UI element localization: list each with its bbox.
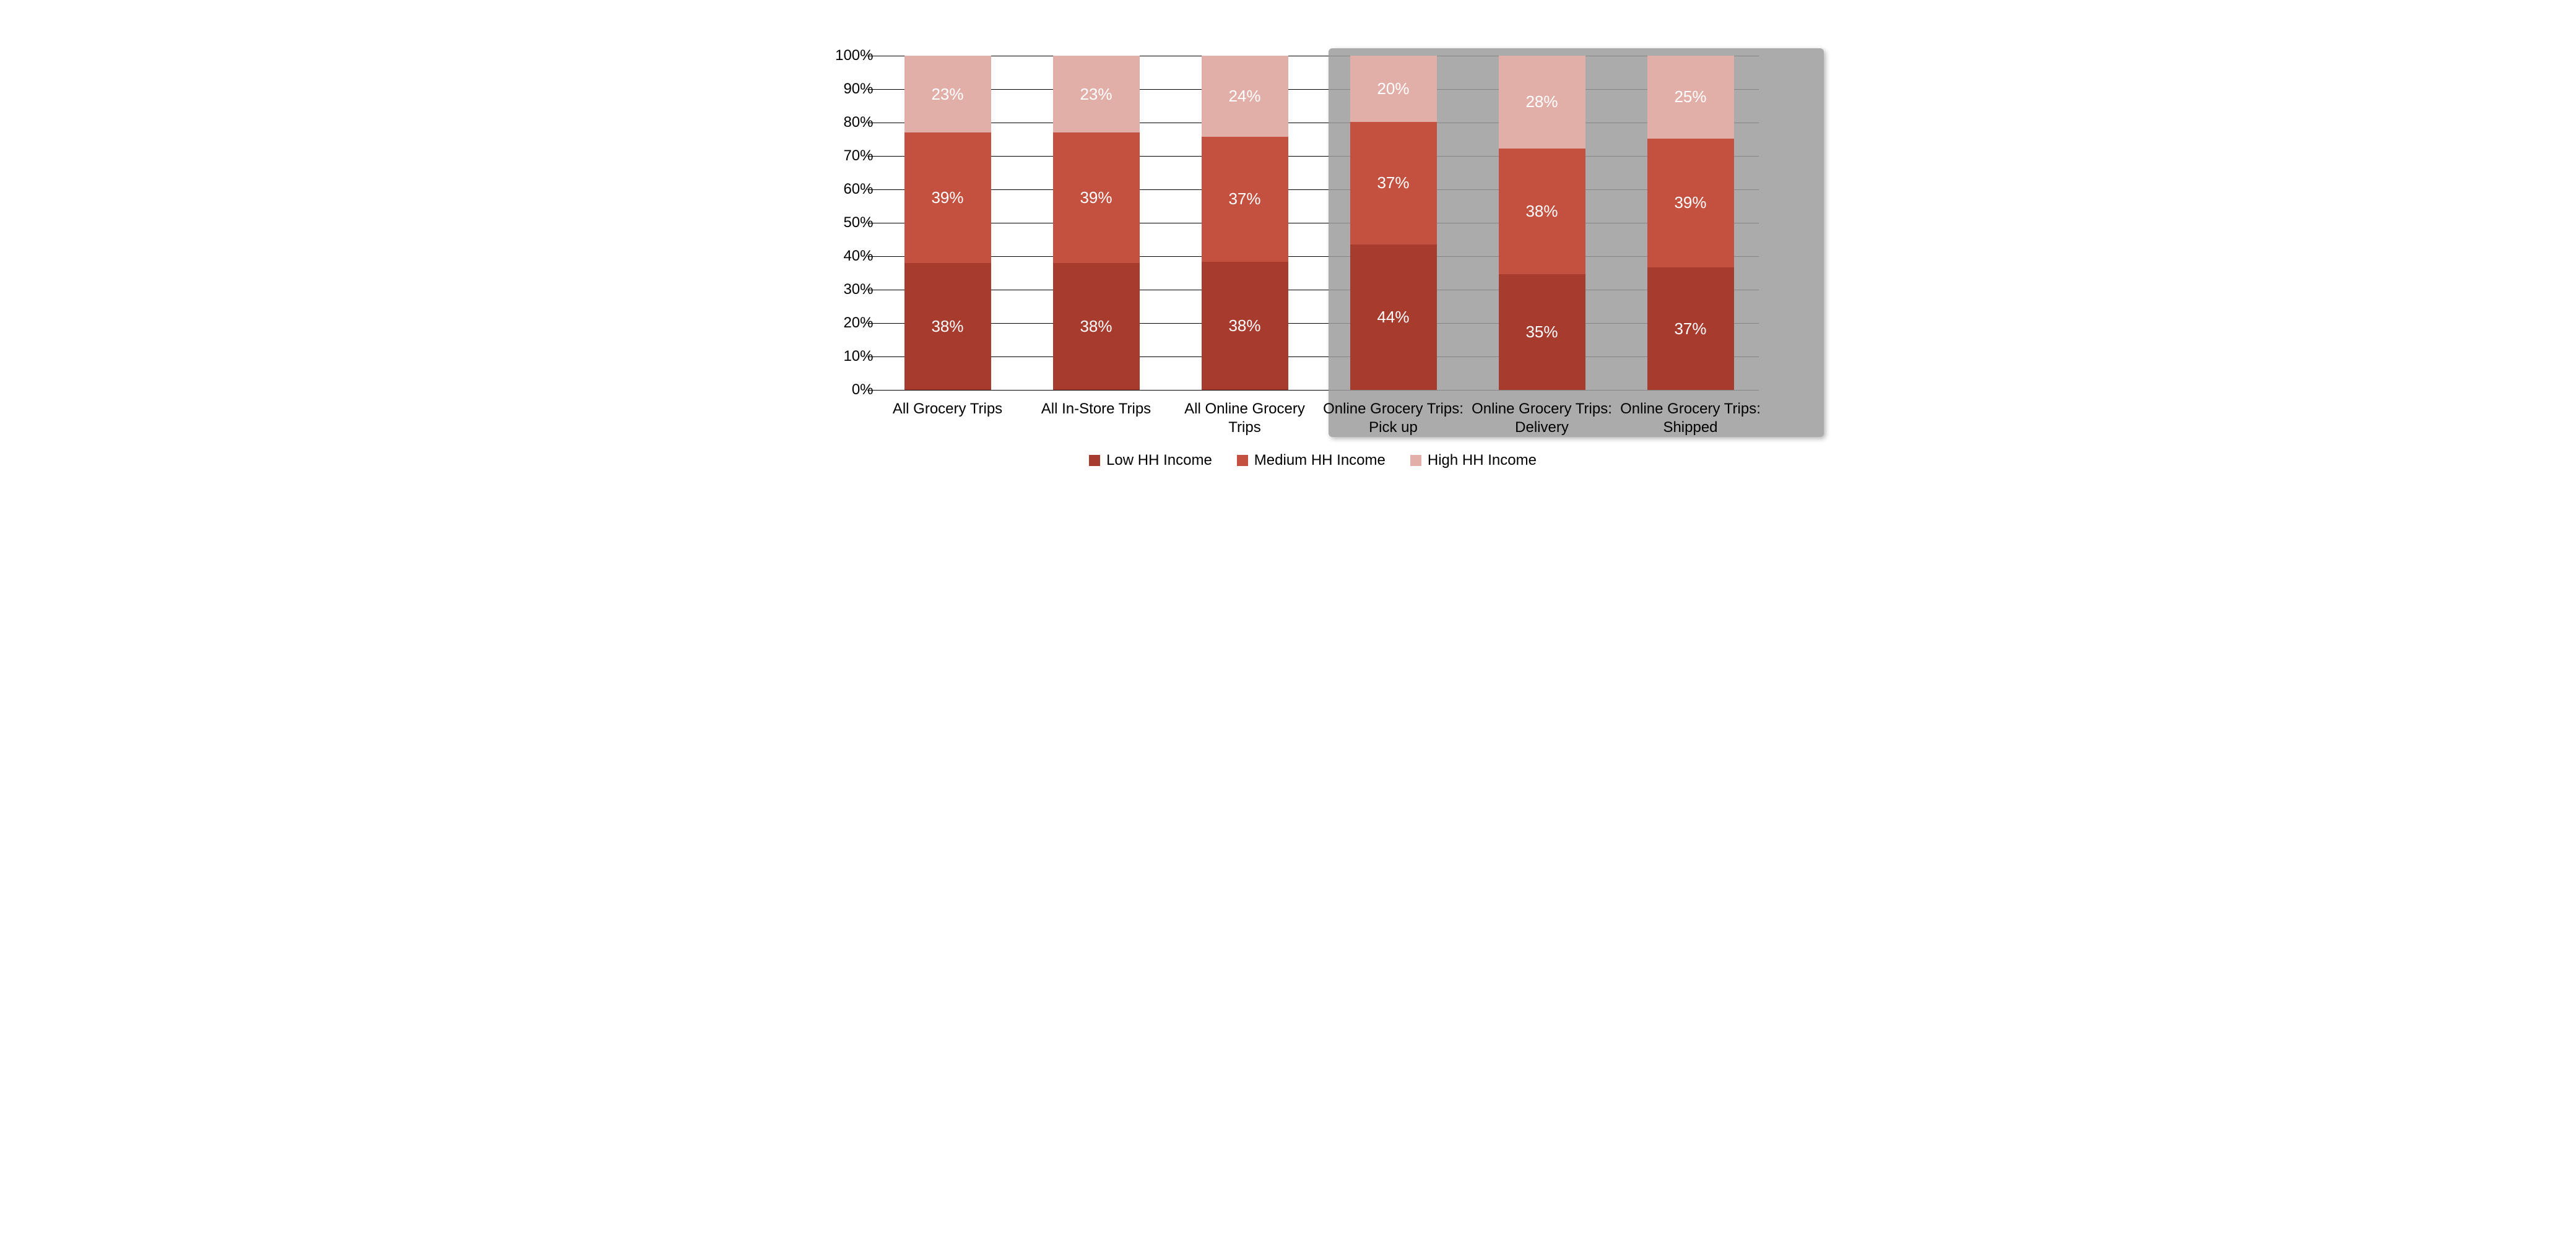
bar-segment: 24%: [1202, 56, 1288, 137]
bar-segment: 38%: [1202, 262, 1288, 390]
bar-column: 37%39%25%: [1647, 56, 1734, 390]
legend-item: High HH Income: [1410, 452, 1537, 469]
bar-segment: 35%: [1499, 274, 1585, 390]
bar-column: 38%37%24%: [1202, 56, 1288, 390]
bar-column: 38%39%23%: [904, 56, 991, 390]
bar-segment: 44%: [1350, 244, 1437, 390]
bar-column: 44%37%20%: [1350, 56, 1437, 390]
legend-label: Medium HH Income: [1254, 452, 1386, 469]
legend: Low HH Income Medium HH Income High HH Inc…: [867, 452, 1759, 469]
legend-label: High HH Income: [1428, 452, 1537, 469]
bar-segment: 39%: [1647, 139, 1734, 268]
bar-segment: 39%: [904, 132, 991, 263]
bar-segment: 38%: [904, 263, 991, 390]
x-category-label: All Online Grocery Trips: [1171, 400, 1319, 437]
legend-item: Low HH Income: [1089, 452, 1212, 469]
stacked-bar-chart: 0%10%20%30%40%50%60%70%80%90%100% 38%39%…: [805, 6, 1771, 483]
x-category-label: Online Grocery Trips:Shipped: [1616, 400, 1765, 437]
x-category-label: Online Grocery Trips:Delivery: [1468, 400, 1616, 437]
bar-segment: 38%: [1053, 263, 1140, 390]
bar-column: 38%39%23%: [1053, 56, 1140, 390]
bar-segment: 39%: [1053, 132, 1140, 263]
x-category-label: Online Grocery Trips:Pick up: [1319, 400, 1468, 437]
bar-segment: 23%: [904, 56, 991, 132]
bar-segment: 23%: [1053, 56, 1140, 132]
bar-segment: 37%: [1202, 137, 1288, 262]
y-tick-label: 50%: [818, 214, 874, 231]
legend-swatch: [1410, 455, 1421, 466]
bar-segment: 25%: [1647, 56, 1734, 139]
y-tick-label: 100%: [818, 47, 874, 64]
y-tick-label: 70%: [818, 147, 874, 165]
y-tick-label: 80%: [818, 114, 874, 131]
y-tick-label: 0%: [818, 381, 874, 399]
bar-segment: 37%: [1647, 267, 1734, 390]
y-tick-label: 60%: [818, 181, 874, 198]
legend-swatch: [1237, 455, 1248, 466]
legend-label: Low HH Income: [1106, 452, 1212, 469]
bar-column: 35%38%28%: [1499, 56, 1585, 390]
bar-segment: 37%: [1350, 122, 1437, 244]
y-tick-label: 90%: [818, 80, 874, 98]
x-category-label: All In-Store Trips: [1022, 400, 1171, 418]
y-tick-label: 20%: [818, 314, 874, 332]
legend-swatch: [1089, 455, 1100, 466]
y-tick-label: 10%: [818, 348, 874, 365]
bar-segment: 38%: [1499, 149, 1585, 274]
x-category-label: All Grocery Trips: [874, 400, 1022, 418]
bar-segment: 28%: [1499, 56, 1585, 149]
y-tick-label: 40%: [818, 248, 874, 265]
legend-item: Medium HH Income: [1237, 452, 1386, 469]
y-tick-label: 30%: [818, 281, 874, 298]
bar-segment: 20%: [1350, 56, 1437, 122]
